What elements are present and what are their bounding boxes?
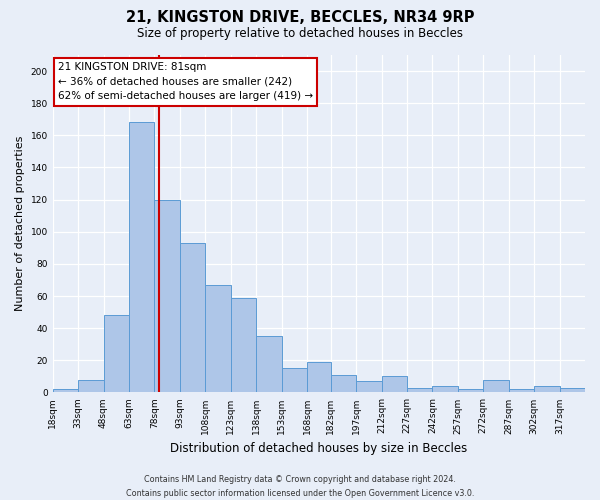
Bar <box>129 122 154 392</box>
Text: 21, KINGSTON DRIVE, BECCLES, NR34 9RP: 21, KINGSTON DRIVE, BECCLES, NR34 9RP <box>126 10 474 25</box>
X-axis label: Distribution of detached houses by size in Beccles: Distribution of detached houses by size … <box>170 442 467 455</box>
Bar <box>154 200 180 392</box>
Bar <box>205 285 230 393</box>
Bar <box>433 386 458 392</box>
Bar <box>483 380 509 392</box>
Bar <box>382 376 407 392</box>
Text: Size of property relative to detached houses in Beccles: Size of property relative to detached ho… <box>137 28 463 40</box>
Bar <box>180 243 205 392</box>
Bar <box>407 388 433 392</box>
Bar <box>256 336 281 392</box>
Bar <box>560 388 585 392</box>
Bar <box>356 381 382 392</box>
Bar <box>458 389 483 392</box>
Text: Contains HM Land Registry data © Crown copyright and database right 2024.
Contai: Contains HM Land Registry data © Crown c… <box>126 476 474 498</box>
Bar <box>509 389 534 392</box>
Bar <box>78 380 104 392</box>
Bar <box>53 389 78 392</box>
Bar <box>307 362 331 392</box>
Bar <box>281 368 307 392</box>
Bar <box>230 298 256 392</box>
Bar <box>104 316 129 392</box>
Y-axis label: Number of detached properties: Number of detached properties <box>15 136 25 312</box>
Text: 21 KINGSTON DRIVE: 81sqm
← 36% of detached houses are smaller (242)
62% of semi-: 21 KINGSTON DRIVE: 81sqm ← 36% of detach… <box>58 62 313 102</box>
Bar <box>534 386 560 392</box>
Bar <box>331 375 356 392</box>
